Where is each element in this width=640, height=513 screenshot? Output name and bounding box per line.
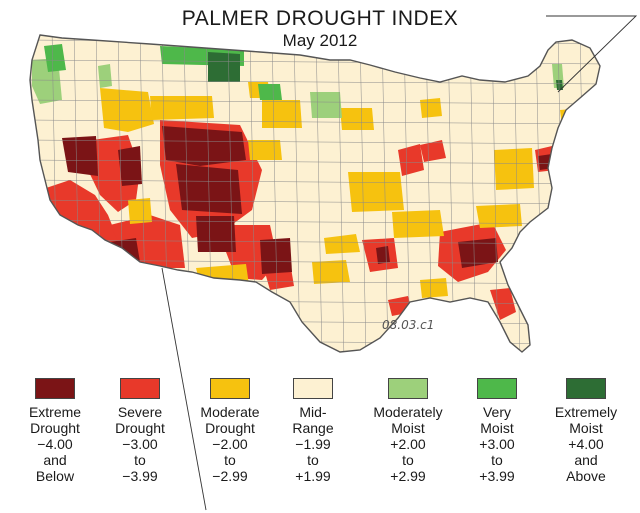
legend-text: −1.99 bbox=[295, 436, 331, 452]
region-nevada-north bbox=[118, 146, 142, 186]
region-carolinas bbox=[476, 204, 522, 228]
region-northeast-extreme bbox=[556, 80, 563, 90]
legend-text: Drought bbox=[205, 420, 255, 436]
legend-text: +4.00 bbox=[568, 436, 604, 452]
legend-text: −3.00 bbox=[122, 436, 158, 452]
leader-line-southwest bbox=[161, 267, 207, 511]
legend-text: Moist bbox=[480, 420, 514, 436]
region-florida bbox=[490, 288, 516, 320]
legend-item-very-moist: Very Moist +3.00 to +3.99 bbox=[452, 378, 542, 484]
region-wisconsin bbox=[340, 108, 374, 130]
region-south-dakota bbox=[262, 100, 302, 128]
legend-text: Range bbox=[292, 420, 334, 436]
legend-text: Severe bbox=[117, 404, 163, 420]
legend-text: −4.00 bbox=[37, 436, 73, 452]
legend-text: +3.99 bbox=[479, 468, 515, 484]
region-minnesota bbox=[310, 92, 342, 118]
legend-text: Above bbox=[566, 468, 606, 484]
region-wyoming bbox=[162, 126, 246, 166]
region-puget-sound bbox=[44, 44, 66, 72]
legend-text: Moderately bbox=[373, 404, 443, 420]
leader-line-northeast bbox=[546, 15, 638, 93]
legend-text: to bbox=[402, 452, 414, 468]
legend-text: Mid- bbox=[299, 404, 327, 420]
legend-text: to bbox=[307, 452, 319, 468]
legend-swatch bbox=[477, 378, 517, 399]
map-title: PALMER DROUGHT INDEX bbox=[181, 7, 459, 30]
legend-item-severe-drought: Severe Drought −3.00 to −3.99 bbox=[95, 378, 185, 484]
legend-swatch bbox=[566, 378, 606, 399]
legend-text: Below bbox=[35, 468, 75, 484]
region-tennessee bbox=[392, 210, 444, 238]
region-delaware bbox=[538, 154, 554, 170]
legend-text: +2.99 bbox=[390, 468, 426, 484]
legend-text: and bbox=[43, 452, 67, 468]
legend-text: −2.00 bbox=[212, 436, 248, 452]
region-new-mexico-north bbox=[196, 216, 236, 252]
legend-text: Very bbox=[482, 404, 511, 420]
region-montana-south bbox=[150, 96, 214, 120]
legend-swatch bbox=[293, 378, 333, 399]
legend-item-moderately-moist: Moderately Moist +2.00 to +2.99 bbox=[363, 378, 453, 484]
legend-swatch bbox=[388, 378, 428, 399]
region-indiana bbox=[398, 144, 424, 176]
legend-text: Moist bbox=[391, 420, 425, 436]
region-montana-east bbox=[258, 84, 282, 100]
region-lower-michigan bbox=[420, 98, 442, 118]
legend-item-mid-range: Mid- Range −1.99 to +1.99 bbox=[268, 378, 358, 484]
legend-item-moderate-drought: Moderate Drought −2.00 to −2.99 bbox=[185, 378, 275, 484]
us-outline bbox=[29, 34, 601, 353]
legend-text: Moderate bbox=[200, 404, 260, 420]
legend-text: to bbox=[134, 452, 146, 468]
region-idaho bbox=[100, 88, 154, 132]
figure-code: 08.03.c1 bbox=[382, 318, 435, 332]
legend-text: Drought bbox=[115, 420, 165, 436]
legend-item-extreme-drought: Extreme Drought −4.00 and Below bbox=[10, 378, 100, 484]
legend-swatch bbox=[35, 378, 75, 399]
region-nebraska bbox=[248, 140, 282, 160]
legend-text: to bbox=[491, 452, 503, 468]
legend-text: and bbox=[574, 452, 598, 468]
region-oregon-east bbox=[62, 136, 98, 176]
legend-text: Moist bbox=[569, 420, 603, 436]
legend-text: +1.99 bbox=[295, 468, 331, 484]
legend-text: Extreme bbox=[28, 404, 82, 420]
legend-text: Drought bbox=[30, 420, 80, 436]
region-midwest bbox=[348, 172, 404, 212]
region-new-england bbox=[560, 108, 586, 126]
legend-swatch bbox=[120, 378, 160, 399]
region-nevada-south bbox=[128, 198, 152, 224]
region-montana-extreme bbox=[208, 52, 240, 82]
legend-item-extremely-moist: Extremely Moist +4.00 and Above bbox=[541, 378, 631, 484]
legend-text: −3.99 bbox=[122, 468, 158, 484]
moderate-drought-regions bbox=[100, 82, 586, 298]
legend-text: to bbox=[224, 452, 236, 468]
legend-text: +2.00 bbox=[390, 436, 426, 452]
map-subtitle: May 2012 bbox=[282, 31, 358, 50]
region-mid-atlantic bbox=[494, 148, 534, 190]
region-oregon-west bbox=[98, 64, 112, 88]
region-mississippi-core bbox=[376, 246, 390, 264]
region-alabama bbox=[420, 278, 448, 298]
region-ohio-valley bbox=[420, 140, 446, 162]
region-georgia-core bbox=[458, 238, 498, 268]
legend-text: −2.99 bbox=[212, 468, 248, 484]
legend-swatch bbox=[210, 378, 250, 399]
region-texas-east bbox=[312, 260, 350, 284]
legend-text: Extremely bbox=[554, 404, 618, 420]
legend-text: +3.00 bbox=[479, 436, 515, 452]
